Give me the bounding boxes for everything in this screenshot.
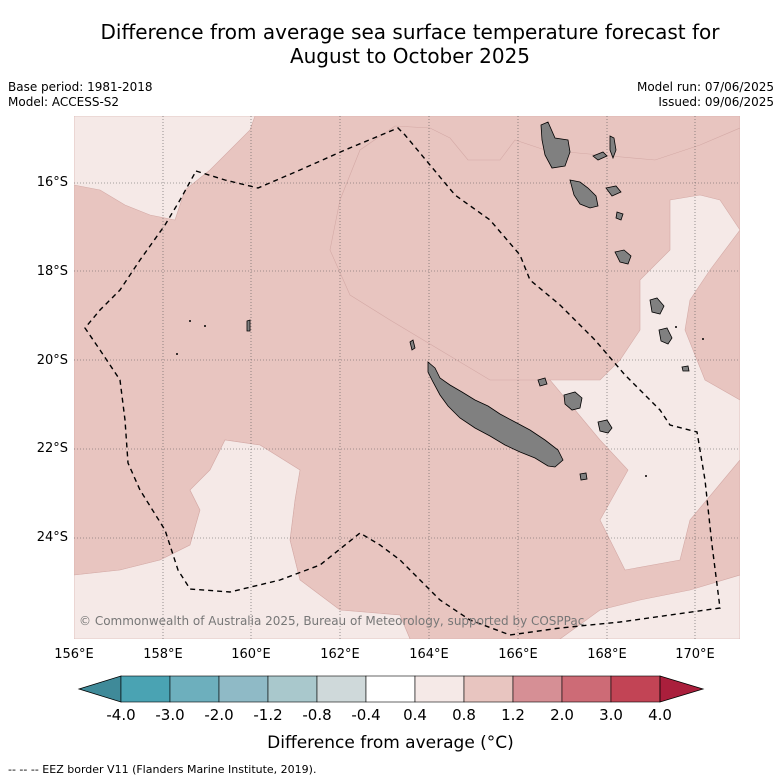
colorbar-tick-label: -4.0 — [106, 706, 136, 724]
reef-dot — [702, 338, 704, 340]
colorbar-title: Difference from average (°C) — [267, 733, 514, 753]
colorbar — [77, 675, 705, 703]
gridlines — [74, 116, 740, 639]
reef-dot — [675, 326, 677, 328]
colorbar-tick-label: 0.4 — [403, 706, 427, 724]
chesterfield-reef — [246, 319, 251, 332]
meta-right: Model run: 07/06/2025 Issued: 09/06/2025 — [637, 80, 774, 110]
eez-border — [84, 127, 721, 636]
reef-dot — [176, 353, 178, 355]
colorbar-tick-label: -3.0 — [155, 706, 185, 724]
colorbar-tick-label: -0.8 — [302, 706, 332, 724]
colorbar-cell — [218, 675, 269, 703]
lon-label-168e: 168°E — [587, 647, 627, 662]
lat-label-16s: 16°S — [36, 175, 68, 190]
issued-date: Issued: 09/06/2025 — [658, 95, 774, 109]
eez-footnote: -- -- -- EEZ border V11 (Flanders Marine… — [8, 763, 317, 776]
reef-dot — [204, 325, 206, 327]
lat-label-18s: 18°S — [36, 264, 68, 279]
colorbar-right-arrow — [659, 675, 705, 703]
colorbar-tick-label: -2.0 — [204, 706, 234, 724]
anomaly-light-lower-left — [74, 439, 411, 639]
anomaly-light-upper-left — [74, 116, 256, 221]
model-run: Model run: 07/06/2025 — [636, 80, 774, 94]
colorbar-cell — [316, 675, 367, 703]
lon-label-156e: 156°E — [54, 647, 94, 662]
efate-island — [614, 249, 632, 265]
colorbar-cell — [561, 675, 612, 703]
malakula-island — [569, 179, 599, 209]
lat-label-20s: 20°S — [36, 353, 68, 368]
belep-island — [409, 339, 416, 351]
lon-label-170e: 170°E — [675, 647, 715, 662]
isle-of-pines — [579, 472, 588, 481]
lon-label-162e: 162°E — [320, 647, 360, 662]
colorbar-cell — [610, 675, 661, 703]
colorbar-tick-label: -0.4 — [351, 706, 381, 724]
colorbar-cell — [512, 675, 563, 703]
espiritu-santo-island — [540, 121, 571, 169]
ouvea-island — [537, 377, 548, 387]
colorbar-cell — [414, 675, 465, 703]
colorbar-cell — [120, 675, 171, 703]
map-svg — [74, 116, 740, 639]
colorbar-left-arrow — [77, 675, 122, 703]
title-line-2: August to October 2025 — [289, 44, 531, 68]
map-panel — [74, 116, 740, 639]
model-name: Model: ACCESS-S2 — [8, 95, 120, 109]
colorbar-tick-label: 3.0 — [599, 706, 623, 724]
mare-island — [597, 419, 613, 434]
title-line-1: Difference from average sea surface temp… — [100, 20, 720, 44]
reef-dot — [645, 475, 647, 477]
colorbar-tick-label: 2.0 — [550, 706, 574, 724]
colorbar-tick-label: -1.2 — [253, 706, 283, 724]
colorbar-cell — [365, 675, 416, 703]
lon-label-158e: 158°E — [143, 647, 183, 662]
ambae-island — [592, 151, 608, 161]
colorbar-cell — [169, 675, 220, 703]
colorbar-cell — [463, 675, 514, 703]
base-period: Base period: 1981-2018 — [8, 80, 153, 94]
lon-label-166e: 166°E — [498, 647, 538, 662]
lon-label-160e: 160°E — [231, 647, 271, 662]
epi-island — [615, 211, 624, 221]
aneityum-island — [681, 365, 690, 372]
meta-left: Base period: 1981-2018 Model: ACCESS-S2 — [8, 80, 153, 110]
lat-label-22s: 22°S — [36, 441, 68, 456]
colorbar-tick-label: 1.2 — [501, 706, 525, 724]
reef-dot — [189, 320, 191, 322]
colorbar-cell — [267, 675, 318, 703]
copyright-notice: © Commonwealth of Australia 2025, Bureau… — [79, 614, 585, 628]
tanna-island — [658, 327, 673, 345]
erromango-island — [649, 297, 665, 315]
lifou-island — [563, 391, 583, 411]
pentecost-island — [609, 135, 617, 160]
lon-label-164e: 164°E — [409, 647, 449, 662]
colorbar-tick-label: 4.0 — [648, 706, 672, 724]
new-caledonia-main-island — [427, 361, 564, 468]
lat-label-24s: 24°S — [36, 530, 68, 545]
ambrym-island — [605, 185, 622, 197]
colorbar-tick-label: 0.8 — [452, 706, 476, 724]
